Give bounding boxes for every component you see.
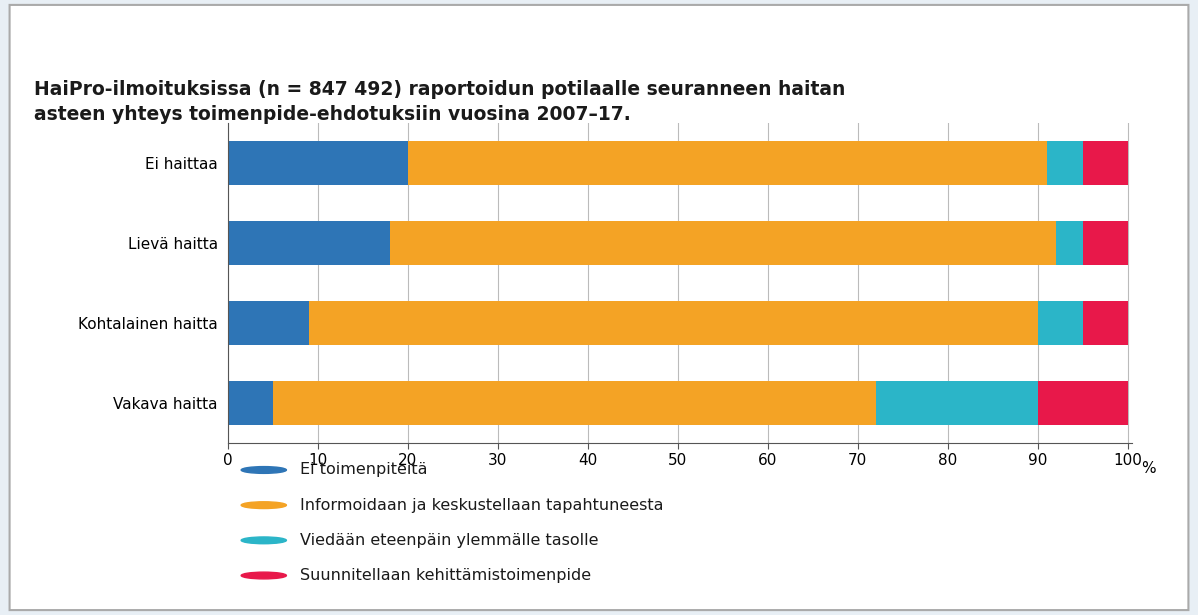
Bar: [407, 141, 1047, 185]
Circle shape: [241, 572, 286, 579]
Bar: [228, 381, 273, 425]
Text: Ei toimenpiteitä: Ei toimenpiteitä: [300, 462, 428, 477]
Bar: [389, 221, 1055, 265]
Bar: [1037, 301, 1083, 345]
Bar: [1083, 141, 1127, 185]
Bar: [876, 381, 1037, 425]
Bar: [1037, 381, 1127, 425]
Bar: [1055, 221, 1083, 265]
Circle shape: [241, 467, 286, 474]
Bar: [1083, 301, 1127, 345]
Circle shape: [241, 502, 286, 509]
Bar: [228, 301, 309, 345]
Bar: [309, 301, 1037, 345]
Text: KUVIO 3.: KUVIO 3.: [31, 27, 128, 46]
Bar: [228, 221, 389, 265]
Bar: [273, 381, 876, 425]
Bar: [1083, 221, 1127, 265]
Circle shape: [241, 537, 286, 544]
Text: %: %: [1142, 461, 1156, 476]
Text: HaiPro-ilmoituksissa (n = 847 492) raportoidun potilaalle seuranneen haitan
aste: HaiPro-ilmoituksissa (n = 847 492) rapor…: [34, 80, 845, 124]
Text: Informoidaan ja keskustellaan tapahtuneesta: Informoidaan ja keskustellaan tapahtunee…: [300, 498, 664, 513]
Bar: [228, 141, 407, 185]
Bar: [1047, 141, 1083, 185]
Text: Suunnitellaan kehittämistoimenpide: Suunnitellaan kehittämistoimenpide: [300, 568, 591, 583]
Text: Viedään eteenpäin ylemmälle tasolle: Viedään eteenpäin ylemmälle tasolle: [300, 533, 599, 548]
